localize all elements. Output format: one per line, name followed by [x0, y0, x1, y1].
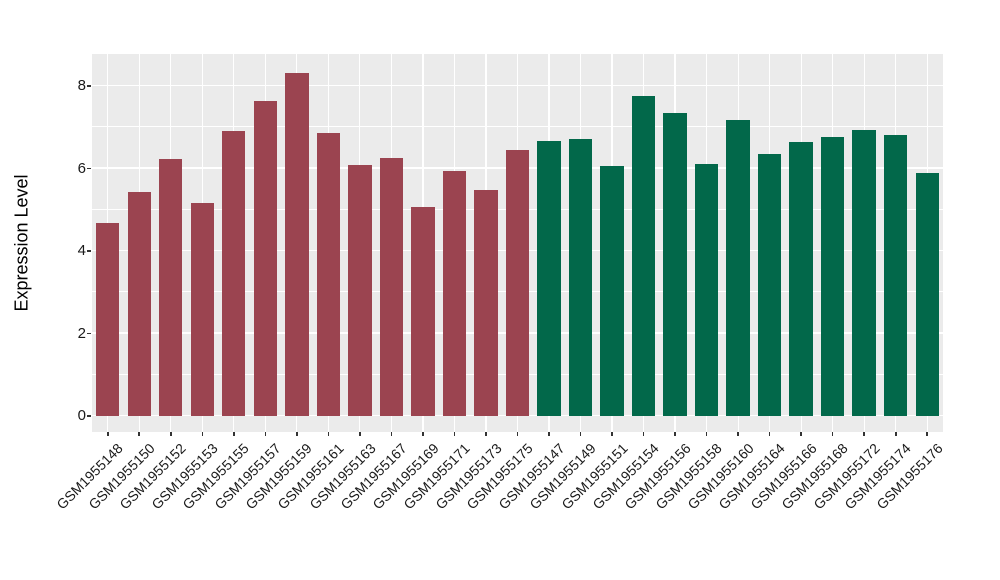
bar-slot [785, 54, 817, 416]
bar-slot [911, 54, 943, 416]
x-tick-mark [548, 432, 550, 436]
x-tick-mark [516, 432, 519, 436]
bar-slot [596, 54, 628, 416]
x-tick-mark [800, 432, 802, 436]
bar [96, 222, 120, 416]
bar-slot [659, 54, 691, 416]
x-tick-mark [233, 432, 235, 436]
bar [222, 130, 246, 416]
x-tick-mark [674, 432, 676, 436]
bar [411, 206, 435, 416]
bar [474, 189, 498, 416]
x-tick-mark [642, 432, 645, 436]
bar-slot [533, 54, 565, 416]
bar [159, 159, 183, 416]
x-tick-mark [485, 432, 487, 436]
bar [820, 136, 845, 416]
bar-slot [376, 54, 408, 416]
x-tick-mark [768, 432, 771, 436]
x-tick-mark [453, 432, 456, 436]
bar [285, 73, 309, 416]
bar [726, 119, 750, 416]
x-tick-mark [737, 432, 739, 436]
x-tick-mark [390, 432, 393, 436]
y-tick-mark [87, 85, 91, 87]
bar [537, 140, 561, 416]
bar-slot [313, 54, 345, 416]
bar [190, 202, 214, 416]
x-tick-mark [611, 432, 613, 436]
x-tick-mark [296, 432, 298, 436]
bar [852, 130, 876, 416]
bar [316, 133, 341, 416]
bar-slot [848, 54, 880, 416]
bar [568, 139, 593, 416]
x-tick-mark [831, 432, 834, 436]
y-tick-mark [87, 167, 91, 170]
bar [757, 154, 782, 416]
x-tick-mark [138, 432, 141, 436]
x-tick-mark [422, 432, 424, 436]
plot-panel [92, 54, 943, 432]
bar-slot [218, 54, 250, 416]
bar [600, 166, 624, 416]
bar-slot [439, 54, 471, 416]
bar-slot [155, 54, 187, 416]
bar [663, 113, 687, 416]
bar-slot [470, 54, 502, 416]
x-tick-mark [926, 432, 929, 436]
bar-slot [92, 54, 124, 416]
bar-slot [250, 54, 282, 416]
x-tick-mark [579, 432, 582, 436]
bar-slot [344, 54, 376, 416]
bar [915, 173, 939, 416]
y-tick-label: 0 [77, 407, 86, 424]
bar-slot [754, 54, 786, 416]
bar-slot [565, 54, 597, 416]
y-tick-mark [87, 332, 91, 335]
bar [631, 95, 656, 416]
bar-slot [124, 54, 156, 416]
bar-slot [407, 54, 439, 416]
bar-slot [187, 54, 219, 416]
y-tick-label: 2 [77, 324, 86, 342]
bar [442, 170, 467, 416]
y-tick-mark [87, 415, 91, 417]
bar-slot [817, 54, 849, 416]
y-tick-label: 6 [77, 159, 86, 177]
bar [883, 135, 908, 416]
x-tick-mark [359, 432, 361, 436]
x-tick-mark [169, 432, 172, 436]
bar [379, 158, 404, 416]
bar [694, 163, 719, 416]
bar [348, 164, 372, 416]
x-tick-mark [201, 432, 204, 436]
bar-slot [502, 54, 534, 416]
bar-slot [722, 54, 754, 416]
bar-slot [691, 54, 723, 416]
bars-container [92, 54, 943, 416]
x-tick-mark [327, 432, 330, 436]
x-tick-mark [705, 432, 708, 436]
bar [789, 142, 813, 416]
bar-slot [880, 54, 912, 416]
y-tick-label: 4 [77, 242, 86, 259]
x-tick-mark [863, 432, 865, 436]
x-tick-mark [106, 432, 109, 436]
x-tick-mark [264, 432, 267, 436]
bar-slot [628, 54, 660, 416]
y-tick-mark [87, 250, 91, 252]
bar-slot [281, 54, 313, 416]
y-tick-label: 8 [77, 77, 86, 94]
bar [253, 100, 277, 416]
bar [127, 192, 151, 416]
bar [505, 149, 530, 416]
x-tick-mark [894, 432, 897, 436]
